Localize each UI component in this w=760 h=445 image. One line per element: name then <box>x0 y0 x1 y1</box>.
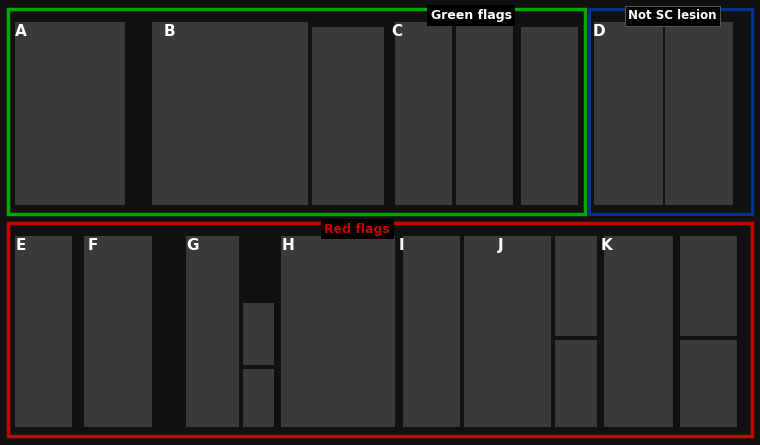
Bar <box>15 22 84 205</box>
Bar <box>464 236 521 427</box>
Bar <box>243 303 274 365</box>
Bar <box>395 22 452 205</box>
Text: G: G <box>186 238 198 253</box>
Bar <box>555 236 597 336</box>
Bar <box>338 236 395 427</box>
Bar <box>201 22 258 205</box>
Bar <box>281 236 338 427</box>
Bar <box>521 27 578 122</box>
Bar <box>604 236 673 427</box>
Bar <box>186 236 239 427</box>
Bar <box>152 22 209 205</box>
Bar <box>403 236 460 427</box>
Text: C: C <box>391 24 403 40</box>
Bar <box>594 22 663 205</box>
Bar <box>665 22 733 205</box>
Bar <box>502 236 551 427</box>
Bar <box>680 236 737 336</box>
Text: Not SC lesion: Not SC lesion <box>629 9 717 22</box>
Bar <box>15 236 72 427</box>
Text: H: H <box>281 238 294 253</box>
Bar <box>555 340 597 427</box>
Bar <box>456 22 513 205</box>
Text: K: K <box>600 238 612 253</box>
Text: Green flags: Green flags <box>431 9 511 22</box>
Bar <box>251 22 308 205</box>
Text: Red flags: Red flags <box>325 222 390 236</box>
Text: I: I <box>399 238 404 253</box>
Text: J: J <box>498 238 503 253</box>
Bar <box>312 27 384 122</box>
Bar <box>84 236 152 427</box>
Bar <box>57 22 125 205</box>
Text: F: F <box>87 238 98 253</box>
Text: E: E <box>15 238 26 253</box>
Bar <box>521 111 578 205</box>
Bar <box>243 369 274 427</box>
Bar <box>312 111 384 205</box>
Text: D: D <box>593 24 606 40</box>
Bar <box>680 340 737 427</box>
Text: B: B <box>163 24 175 40</box>
Text: A: A <box>15 24 27 40</box>
